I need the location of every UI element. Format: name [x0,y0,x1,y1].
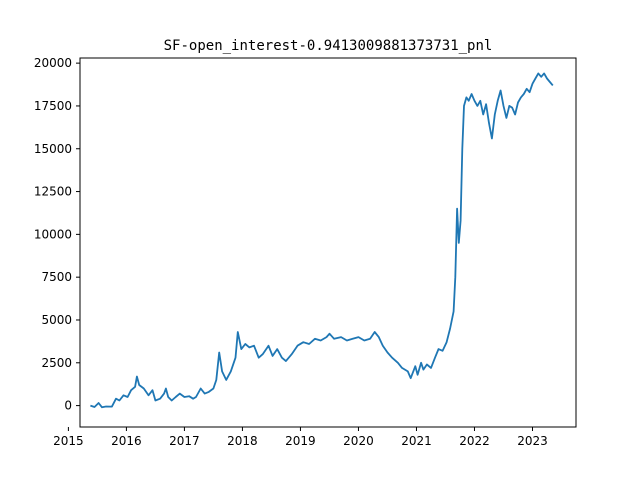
plot-frame [79,57,577,428]
x-axis: 2015 2016 2017 2018 2019 2020 2021 2022 2023 [53,427,548,448]
x-tick-label: 2019 [285,434,316,448]
x-tick-label: 2020 [343,434,374,448]
y-tick-label: 17500 [34,99,72,113]
y-axis: 0 2500 5000 7500 10000 12500 15000 17500 20000 [34,56,80,413]
x-tick-label: 2021 [401,434,432,448]
chart-title: SF-open_interest-0.9413009881373731_pnl [164,38,493,54]
y-tick-label: 2500 [41,356,72,370]
series-line [90,72,554,409]
y-tick-label: 0 [64,399,72,413]
x-tick-label: 2015 [53,434,84,448]
x-tick-label: 2022 [459,434,490,448]
x-tick-label: 2018 [227,434,258,448]
y-tick-label: 5000 [41,313,72,327]
x-tick-label: 2023 [517,434,548,448]
y-tick-label: 10000 [34,227,72,241]
y-tick-label: 12500 [34,185,72,199]
y-tick-label: 7500 [41,270,72,284]
x-tick-label: 2016 [111,434,142,448]
y-tick-label: 20000 [34,56,72,70]
x-tick-label: 2017 [169,434,200,448]
y-tick-label: 15000 [34,142,72,156]
